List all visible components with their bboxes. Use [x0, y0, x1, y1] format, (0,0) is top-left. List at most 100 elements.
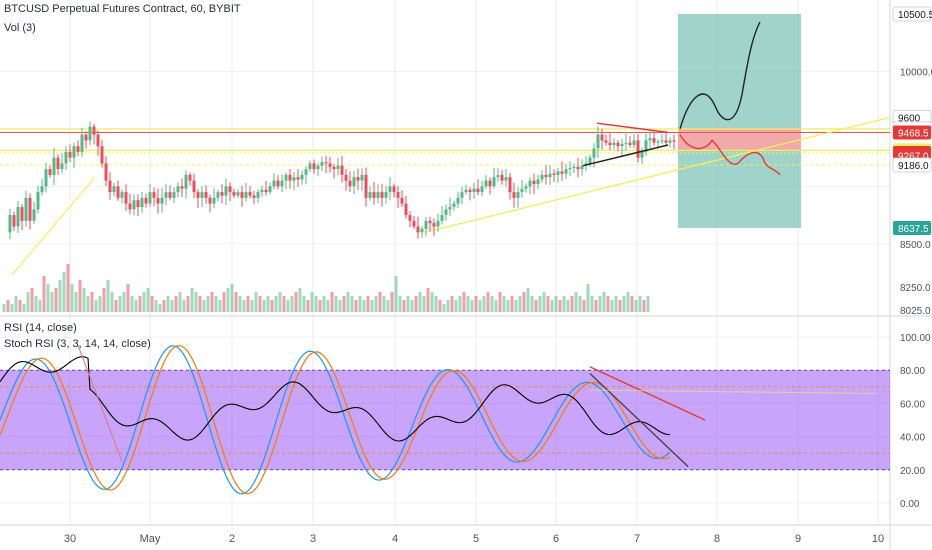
- candle: [668, 137, 672, 148]
- main-legend: BTCUSD Perpetual Futures Contract, 60, B…: [4, 3, 241, 15]
- volume-bar: [398, 296, 402, 312]
- candle: [124, 184, 128, 212]
- candle: [460, 186, 464, 205]
- volume-bar: [78, 280, 82, 312]
- volume-bar: [442, 304, 446, 312]
- candle: [408, 211, 412, 228]
- volume-bar: [262, 300, 266, 312]
- candle: [144, 193, 148, 208]
- candle: [88, 121, 92, 146]
- candle: [48, 165, 52, 178]
- candle: [476, 179, 480, 196]
- volume-bar: [366, 296, 370, 312]
- candle: [80, 127, 84, 157]
- volume-bar: [98, 296, 102, 312]
- candle: [332, 163, 336, 179]
- price-tick-label: 8250.0: [900, 283, 931, 294]
- target-zone[interactable]: [678, 14, 801, 129]
- volume-bar: [246, 296, 250, 312]
- volume-bar: [378, 292, 382, 312]
- candle: [120, 189, 124, 204]
- volume-bar: [66, 264, 70, 312]
- candle: [616, 140, 620, 152]
- time-axis[interactable]: 30 May 2 3 4 5 6 7 8 9 10: [64, 533, 884, 545]
- volume-bar: [230, 284, 234, 312]
- candle: [52, 147, 56, 185]
- candle: [420, 226, 424, 238]
- stoch-trend-line[interactable]: [589, 373, 689, 467]
- price-axis[interactable]: 10000.08500.08250.08025.010500.596009500…: [892, 6, 932, 510]
- candle: [364, 167, 368, 207]
- volume-bar: [354, 300, 358, 312]
- time-tick-label: May: [140, 533, 161, 545]
- volume-bar: [362, 300, 366, 312]
- time-tick-label: 10: [872, 533, 884, 545]
- volume-bar: [542, 292, 546, 312]
- rsi-tick-label: 60.00: [900, 399, 925, 410]
- rsi-resistance-line[interactable]: [589, 366, 706, 421]
- volume-bar: [534, 300, 538, 312]
- candle: [256, 189, 260, 204]
- horizontal-levels[interactable]: [0, 128, 890, 166]
- volume-bar: [134, 300, 138, 312]
- volume-bar: [282, 296, 286, 312]
- candle: [356, 168, 360, 191]
- volume-bar: [154, 300, 158, 312]
- volume-bar: [538, 296, 542, 312]
- candle: [320, 156, 324, 172]
- volume-bar: [310, 292, 314, 312]
- candle: [444, 204, 448, 221]
- volume-bar: [430, 292, 434, 312]
- svg-text:10500.5: 10500.5: [898, 10, 932, 21]
- candle: [532, 173, 536, 195]
- volume-bar: [418, 292, 422, 312]
- candle: [292, 172, 296, 191]
- volume-bar: [546, 296, 550, 312]
- candle: [176, 182, 180, 198]
- triangle-upper-line[interactable]: [596, 122, 669, 134]
- rsi-tick-label: 20.00: [900, 466, 925, 477]
- volume-bar: [374, 296, 378, 312]
- price-tick-label: 8500.0: [900, 240, 931, 251]
- candle: [248, 185, 252, 199]
- candle: [128, 193, 132, 215]
- volume-bar: [582, 300, 586, 312]
- svg-text:9267.0: 9267.0: [898, 152, 929, 163]
- candle: [84, 131, 88, 149]
- candle: [96, 130, 100, 156]
- volume-bar: [302, 296, 306, 312]
- candle: [308, 160, 312, 172]
- trendline-support[interactable]: [424, 116, 891, 233]
- candle: [108, 172, 112, 200]
- candle: [596, 126, 600, 159]
- candle: [340, 156, 344, 183]
- candle: [8, 208, 12, 240]
- candle: [492, 168, 496, 189]
- projection-bearish[interactable]: [679, 134, 781, 176]
- volume-bar: [86, 296, 90, 312]
- stop-zone[interactable]: [678, 150, 801, 228]
- volume-bar: [278, 292, 282, 312]
- rsi-yellow-line[interactable]: [589, 389, 876, 394]
- triangle-lower-line[interactable]: [582, 144, 669, 167]
- volume-bar: [138, 296, 142, 312]
- trendline-early[interactable]: [11, 176, 96, 276]
- stoch-early-line[interactable]: [77, 345, 123, 462]
- candle: [416, 216, 420, 239]
- volume-bar: [550, 300, 554, 312]
- volume-bar: [122, 292, 126, 312]
- projection-bullish[interactable]: [679, 21, 761, 130]
- volume-bar: [62, 272, 66, 312]
- volume-bar: [334, 296, 338, 312]
- candle: [148, 183, 152, 207]
- candle: [56, 154, 60, 175]
- rsi-legend: RSI (14, close): [4, 322, 77, 334]
- volume-bar: [390, 292, 394, 312]
- volume-bar: [634, 300, 638, 312]
- candle: [512, 182, 516, 208]
- volume-bar: [558, 300, 562, 312]
- candle: [136, 194, 140, 217]
- volume-bar: [522, 292, 526, 312]
- candle: [160, 188, 164, 213]
